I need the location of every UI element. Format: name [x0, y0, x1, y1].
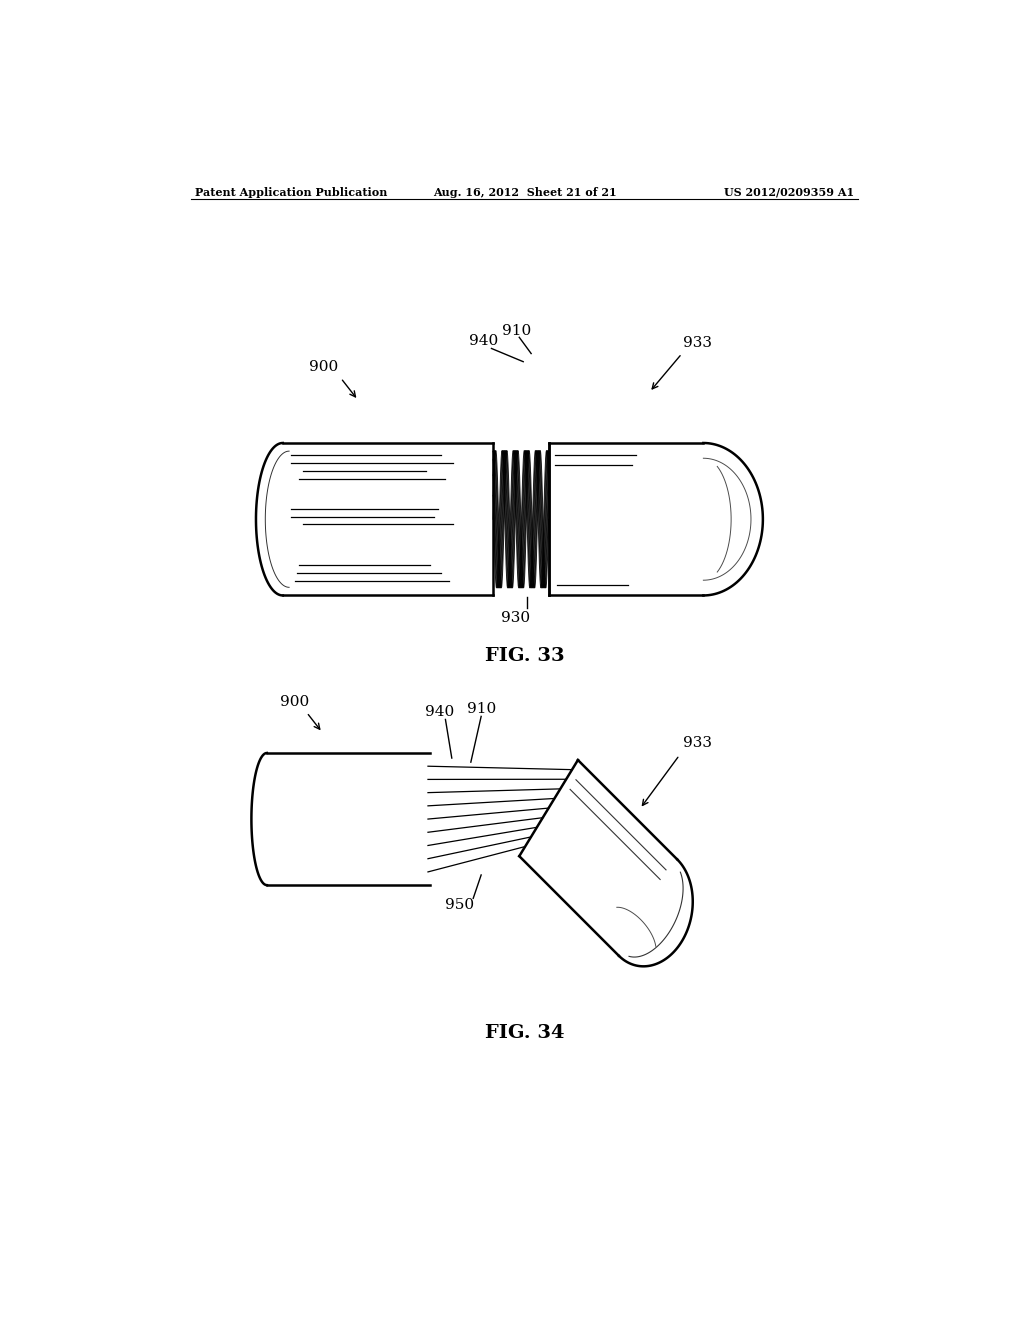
Text: US 2012/0209359 A1: US 2012/0209359 A1 [724, 187, 854, 198]
Text: 933: 933 [683, 735, 713, 750]
Text: 910: 910 [502, 325, 531, 338]
Text: Patent Application Publication: Patent Application Publication [196, 187, 388, 198]
Text: 900: 900 [280, 696, 309, 709]
Text: 900: 900 [309, 360, 339, 374]
Text: 933: 933 [683, 337, 713, 350]
Text: FIG. 33: FIG. 33 [485, 647, 564, 665]
Text: 940: 940 [425, 705, 455, 719]
Text: FIG. 34: FIG. 34 [485, 1023, 564, 1041]
Text: 940: 940 [469, 334, 498, 348]
Text: 910: 910 [467, 702, 496, 717]
Text: 930: 930 [501, 611, 529, 624]
Text: Aug. 16, 2012  Sheet 21 of 21: Aug. 16, 2012 Sheet 21 of 21 [433, 187, 616, 198]
Text: 950: 950 [445, 899, 474, 912]
